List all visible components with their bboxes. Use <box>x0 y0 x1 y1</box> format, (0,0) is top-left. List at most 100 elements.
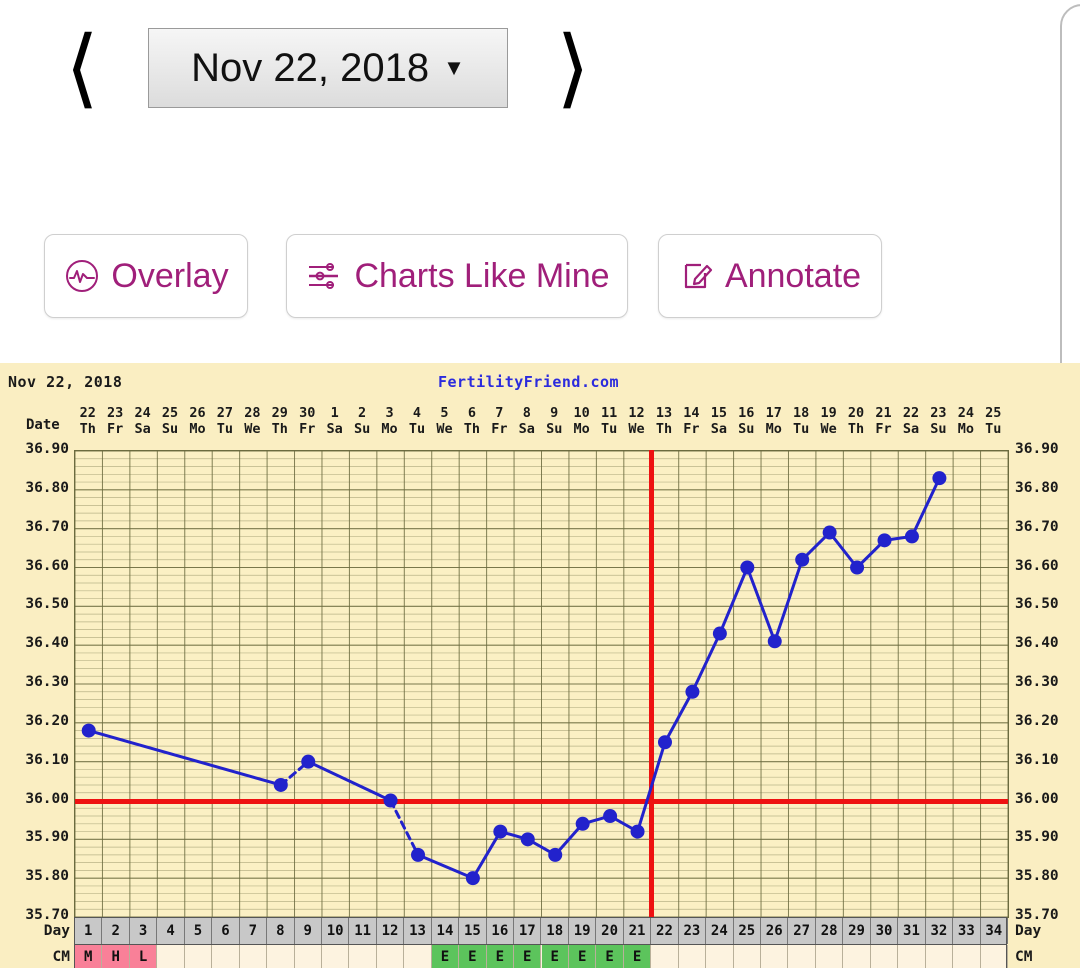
chart-title: Nov 22, 2018 <box>8 373 123 391</box>
date-select-label: Nov 22, 2018 <box>191 45 430 90</box>
coverline <box>75 798 1008 804</box>
day-cell[interactable]: 7 <box>240 918 268 944</box>
chevron-left-icon[interactable]: ⟨ <box>65 18 99 118</box>
overlay-wave-circle-icon <box>63 257 101 295</box>
day-cell[interactable]: 34 <box>981 918 1008 944</box>
cm-cell[interactable]: L <box>129 945 158 968</box>
day-cell[interactable]: 5 <box>185 918 213 944</box>
cm-cell[interactable] <box>898 945 926 968</box>
cm-cell[interactable]: E <box>596 945 624 968</box>
cm-cell[interactable]: E <box>431 945 460 968</box>
date-header-cell: 22 Th <box>79 405 96 437</box>
annotate-button[interactable]: Annotate <box>658 234 882 318</box>
day-cell[interactable]: 9 <box>295 918 322 944</box>
day-cell[interactable]: 25 <box>734 918 762 944</box>
cm-cell[interactable] <box>953 945 981 968</box>
plot-area[interactable] <box>74 450 1009 918</box>
cm-cell[interactable] <box>734 945 762 968</box>
day-cell[interactable]: 30 <box>871 918 899 944</box>
day-cell[interactable]: 22 <box>651 918 679 944</box>
day-cell[interactable]: 20 <box>596 918 624 944</box>
cm-cell[interactable] <box>377 945 405 968</box>
day-cell[interactable]: 28 <box>816 918 844 944</box>
day-cell[interactable]: 3 <box>130 918 158 944</box>
cm-cell[interactable]: E <box>459 945 487 968</box>
cm-cell[interactable] <box>404 945 432 968</box>
day-cell[interactable]: 31 <box>898 918 926 944</box>
cm-cell[interactable] <box>926 945 954 968</box>
day-cell[interactable]: 2 <box>102 918 130 944</box>
cm-cell[interactable]: E <box>541 945 569 968</box>
cm-cell[interactable] <box>788 945 816 968</box>
cm-cell[interactable] <box>240 945 268 968</box>
pencil-note-icon <box>679 257 715 295</box>
cm-cell[interactable]: E <box>623 945 652 968</box>
day-cell[interactable]: 32 <box>926 918 954 944</box>
day-cell[interactable]: 16 <box>487 918 515 944</box>
action-button-row: Overlay Charts Like Mine <box>0 234 1020 318</box>
cm-cell[interactable] <box>295 945 322 968</box>
date-header-cell: 25 Su <box>161 405 179 437</box>
day-cell[interactable]: 33 <box>953 918 981 944</box>
day-cell[interactable]: 17 <box>514 918 542 944</box>
cm-cell[interactable]: E <box>568 945 597 968</box>
y-axis-tick-label: 35.80 <box>1015 868 1059 885</box>
day-cell[interactable]: 29 <box>843 918 871 944</box>
chevron-right-icon[interactable]: ⟩ <box>556 18 590 118</box>
day-cell[interactable]: 27 <box>788 918 816 944</box>
cm-cell[interactable] <box>267 945 295 968</box>
cm-cell[interactable] <box>349 945 377 968</box>
day-cell[interactable]: 18 <box>542 918 569 944</box>
cm-cell[interactable]: M <box>75 945 103 968</box>
ovulation-line <box>649 450 655 918</box>
cm-cell[interactable]: H <box>102 945 130 968</box>
date-header-cell: 20 Th <box>847 405 865 437</box>
day-cell[interactable]: 12 <box>377 918 405 944</box>
cm-cell[interactable] <box>212 945 240 968</box>
cm-cell[interactable] <box>843 945 871 968</box>
cm-cell[interactable] <box>157 945 185 968</box>
day-cell[interactable]: 24 <box>706 918 734 944</box>
day-number-row[interactable]: 1 2 3 4 5 6 7 8 9 10 11 12 13 14 15 16 17 18 19 20 21 22 23 24 2… <box>74 917 1008 945</box>
day-cell[interactable]: 26 <box>761 918 789 944</box>
cm-cell[interactable] <box>981 945 1008 968</box>
charts-like-mine-button[interactable]: Charts Like Mine <box>286 234 628 318</box>
date-select-button[interactable]: Nov 22, 2018 ▼ <box>148 28 508 108</box>
y-axis-tick-label: 36.70 <box>1015 518 1059 535</box>
y-axis-tick-label: 35.70 <box>25 907 69 923</box>
day-cell[interactable]: 1 <box>75 918 103 944</box>
cm-cell[interactable] <box>816 945 844 968</box>
day-cell[interactable]: 14 <box>432 918 460 944</box>
date-header-cell: 1 Sa <box>326 405 343 437</box>
day-cell[interactable]: 19 <box>569 918 597 944</box>
day-cell[interactable]: 6 <box>212 918 240 944</box>
overlay-button[interactable]: Overlay <box>44 234 248 318</box>
date-header-cell: 21 Fr <box>875 405 892 437</box>
cm-cell[interactable] <box>706 945 734 968</box>
cm-cell[interactable] <box>871 945 899 968</box>
day-cell[interactable]: 8 <box>267 918 295 944</box>
day-cell[interactable]: 21 <box>624 918 652 944</box>
day-cell[interactable]: 13 <box>404 918 432 944</box>
cm-cell[interactable]: E <box>514 945 542 968</box>
cm-cell[interactable] <box>322 945 350 968</box>
day-cell[interactable]: 10 <box>322 918 350 944</box>
date-header-cell: 12 We <box>628 405 645 437</box>
y-axis-tick-label: 36.50 <box>1015 596 1059 613</box>
date-header-cell: 6 Th <box>463 405 481 437</box>
cm-cell[interactable] <box>679 945 707 968</box>
day-cell[interactable]: 4 <box>157 918 185 944</box>
cm-cell[interactable] <box>651 945 679 968</box>
y-axis-tick-label: 36.30 <box>25 674 69 690</box>
day-cell[interactable]: 23 <box>679 918 707 944</box>
bbt-chart[interactable]: Nov 22, 2018 FertilityFriend.com Date 22… <box>0 363 1080 968</box>
cm-cell[interactable] <box>185 945 213 968</box>
day-cell[interactable]: 15 <box>459 918 487 944</box>
date-header-cell: 27 Tu <box>216 405 234 437</box>
cm-cell[interactable] <box>761 945 789 968</box>
y-axis-tick-label: 36.40 <box>25 635 69 652</box>
cm-cell[interactable]: E <box>486 945 515 968</box>
day-cell[interactable]: 11 <box>349 918 377 944</box>
